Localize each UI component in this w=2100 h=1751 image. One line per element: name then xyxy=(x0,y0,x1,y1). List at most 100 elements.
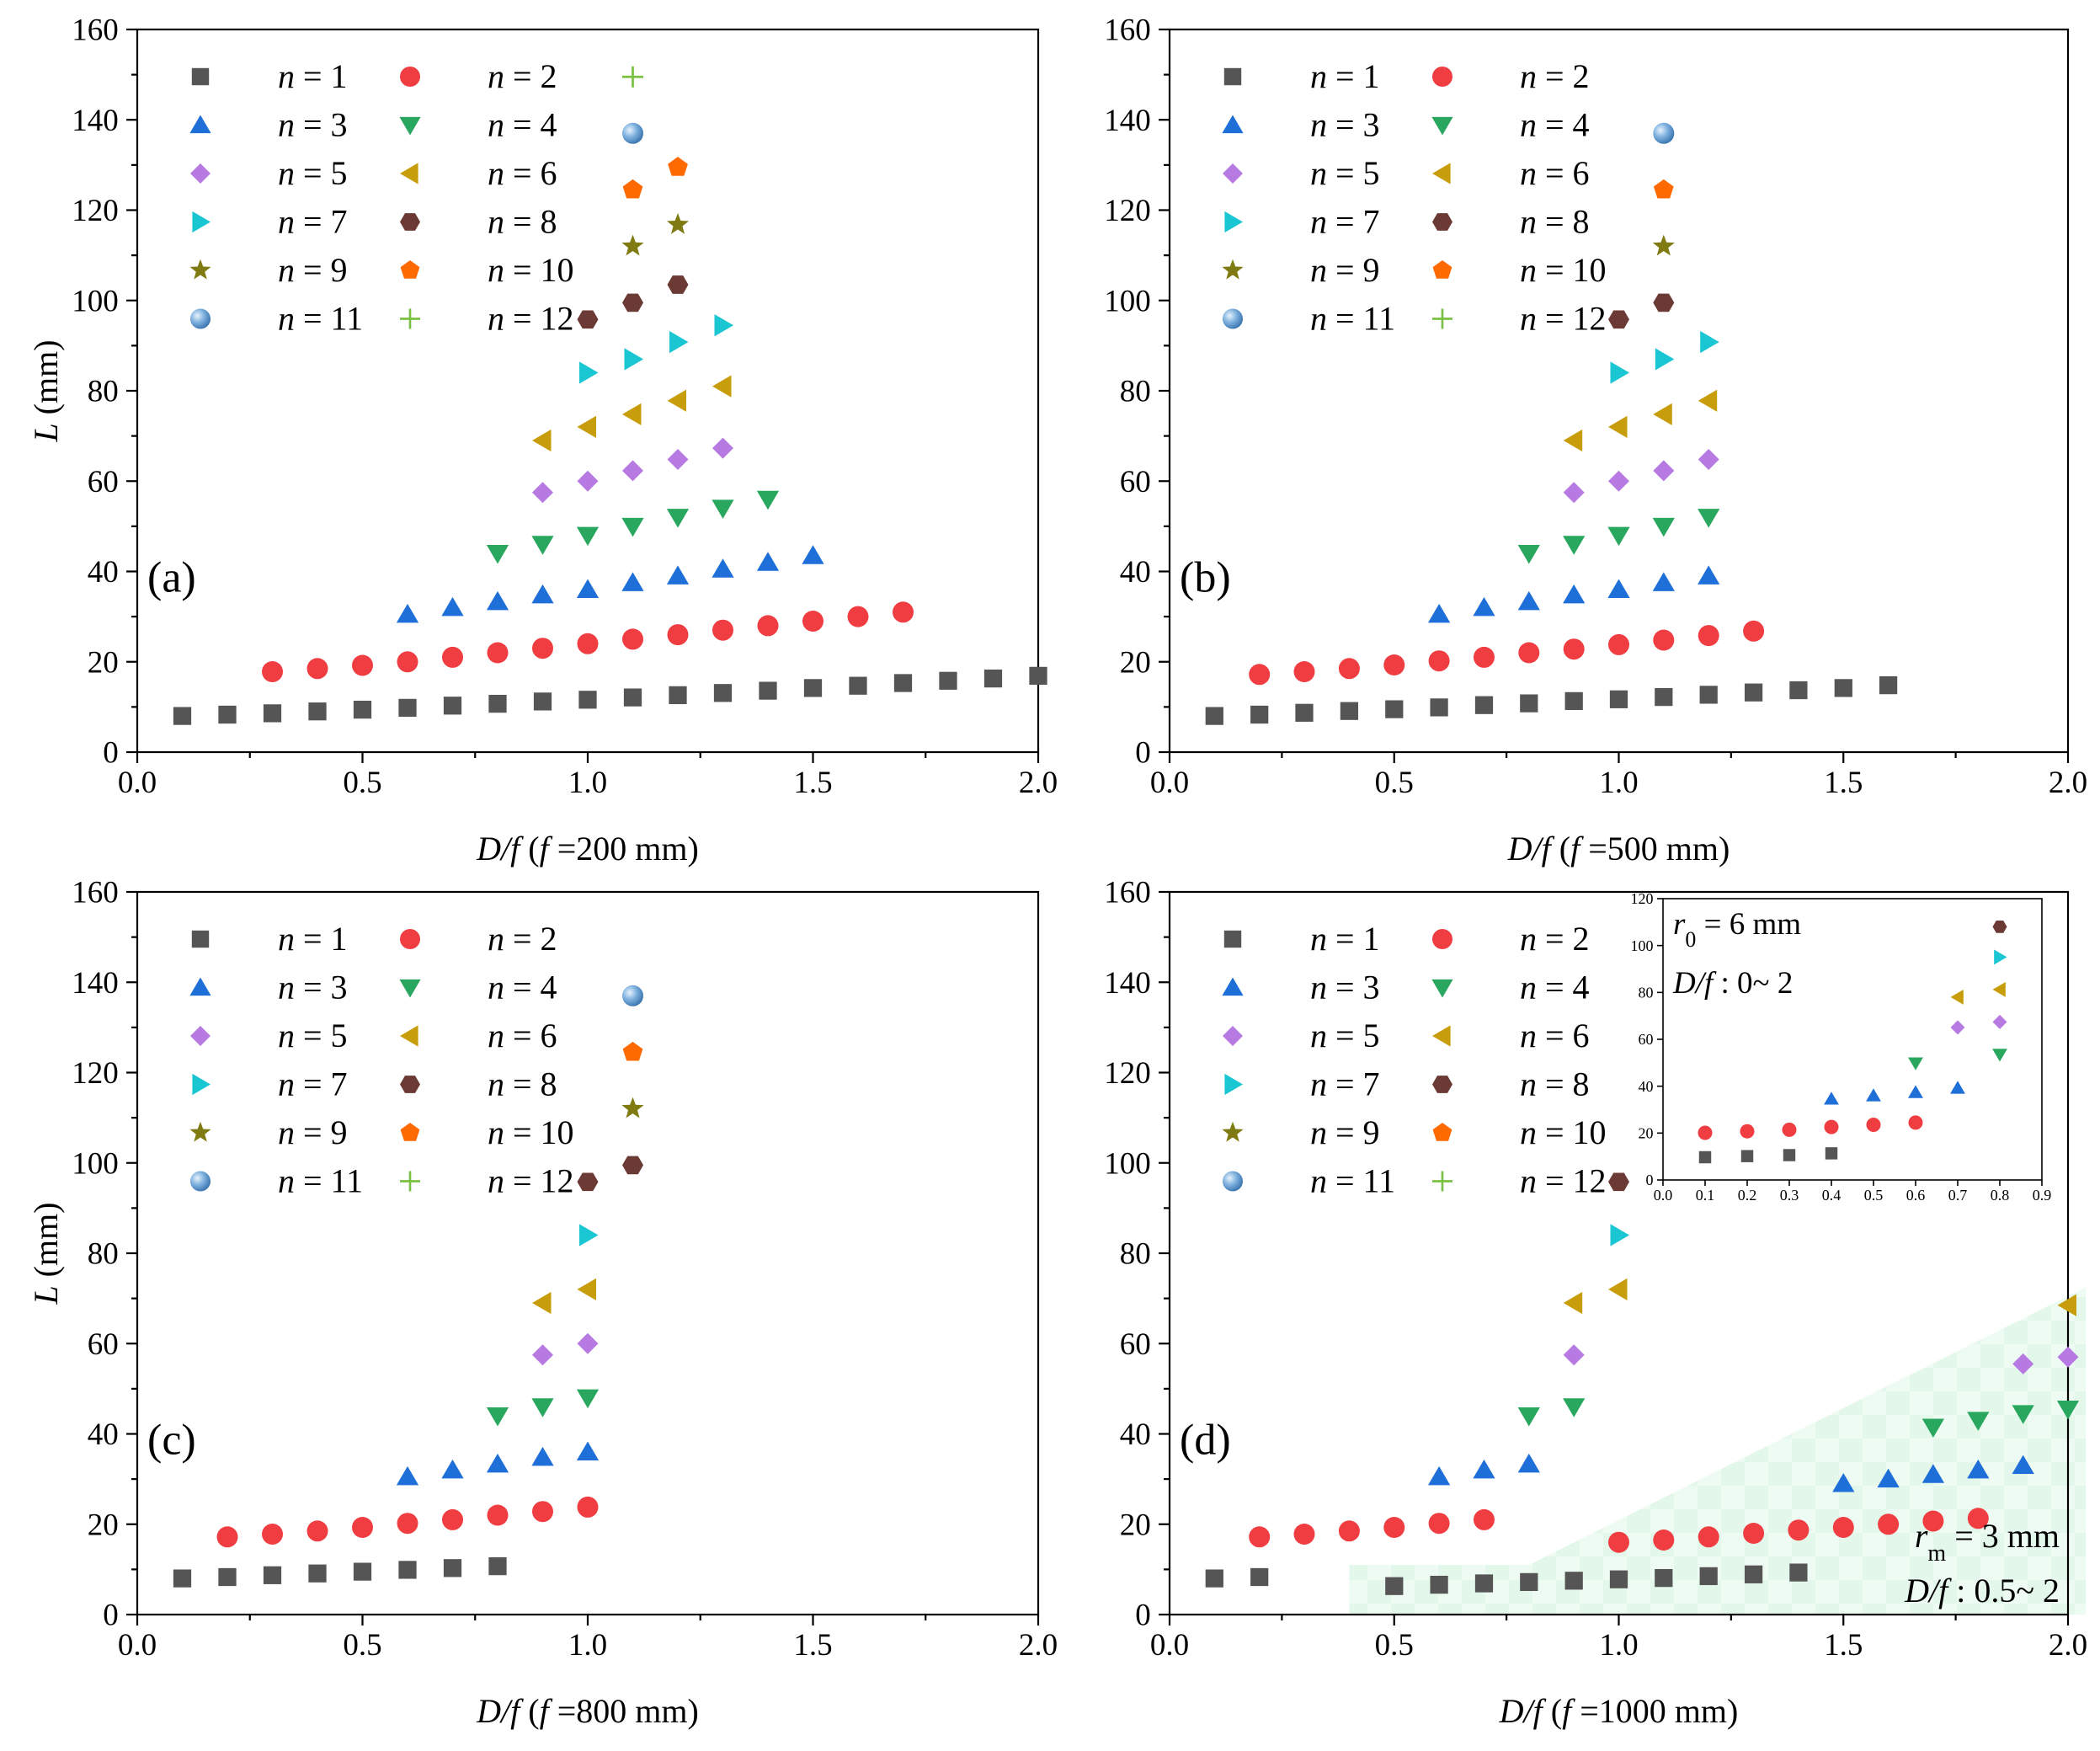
legend-marker xyxy=(192,1073,211,1096)
y-axis-label: L (mm) xyxy=(27,339,65,442)
data-point-n5 xyxy=(577,470,599,492)
data-point-n2-shape xyxy=(1563,638,1585,660)
legend-label: n = 8 xyxy=(1520,203,1590,241)
data-point-n6 xyxy=(1653,403,1672,426)
legend-marker xyxy=(1222,1121,1244,1142)
legend-marker xyxy=(191,930,210,948)
data-point-n1 xyxy=(398,1561,417,1579)
data-point-n1 xyxy=(1474,1574,1494,1593)
data-point-n2-shape xyxy=(1338,1520,1360,1542)
inset-point-n6-shape xyxy=(1992,981,2006,997)
legend-label-part: = 12 xyxy=(504,1162,574,1200)
data-point-n7-shape xyxy=(1700,330,1719,354)
legend-label: n = 7 xyxy=(1310,1065,1380,1103)
data-point-n5-shape xyxy=(532,1344,553,1366)
data-point-n8-shape xyxy=(622,293,643,312)
legend-label-part: n xyxy=(278,203,295,241)
legend-item-n7: n = 7 xyxy=(192,1065,348,1103)
data-point-n9-shape xyxy=(621,1097,644,1118)
data-point-n1-shape xyxy=(308,1564,327,1583)
legend-item-n3: n = 3 xyxy=(189,106,348,144)
legend-label: n = 11 xyxy=(278,1162,363,1200)
data-point-n2-shape xyxy=(1474,1508,1495,1530)
data-point-n1 xyxy=(488,694,507,713)
legend-label-part: = 9 xyxy=(1327,1113,1380,1151)
inset-point-n4-shape xyxy=(1992,1049,2007,1062)
data-point-n7 xyxy=(1610,361,1629,384)
data-point-n1 xyxy=(308,1564,327,1583)
x-tick-label: 0.0 xyxy=(118,766,157,800)
legend-label: n = 2 xyxy=(488,920,557,958)
legend-marker-shape xyxy=(1431,979,1453,998)
inset-point-n8 xyxy=(1992,921,2007,933)
x-axis-label-part: ( xyxy=(520,830,539,867)
data-point-n1 xyxy=(1744,1565,1763,1583)
data-point-n4-shape xyxy=(712,499,734,519)
legend-label: n = 6 xyxy=(488,154,557,192)
data-point-n6-shape xyxy=(1608,1278,1628,1301)
data-point-n8-shape xyxy=(1653,293,1675,312)
data-point-n7-shape xyxy=(1655,348,1675,371)
y-tick-label: 120 xyxy=(1631,890,1654,907)
y-tick-label: 160 xyxy=(72,876,119,910)
legend-label-part: n xyxy=(488,57,504,95)
data-point-n3 xyxy=(1652,572,1675,591)
data-point-n2-shape xyxy=(757,615,779,637)
legend-label-part: = 6 xyxy=(504,1017,557,1054)
legend-label: n = 10 xyxy=(1520,1113,1607,1151)
data-point-n2-shape xyxy=(1249,1526,1271,1548)
data-point-n2 xyxy=(352,1517,373,1538)
data-point-n8 xyxy=(667,275,689,294)
legend-label-part: n xyxy=(1520,300,1537,338)
data-point-n6 xyxy=(1563,429,1583,452)
legend-marker-shape xyxy=(191,930,210,948)
data-point-n5-shape xyxy=(1563,482,1585,504)
legend-label: n = 1 xyxy=(278,920,348,958)
data-point-n1-shape xyxy=(1789,1563,1808,1582)
legend-marker-shape xyxy=(1224,1073,1243,1096)
legend-marker xyxy=(1224,1073,1243,1096)
x-tick-label: 0.4 xyxy=(1822,1187,1841,1204)
legend-marker-shape xyxy=(1432,1076,1452,1093)
data-point-n2-shape xyxy=(577,633,599,654)
legend-label: n = 3 xyxy=(278,106,348,144)
data-point-n1-shape xyxy=(1609,690,1628,708)
data-point-n4 xyxy=(1517,1407,1540,1427)
legend-label-part: = 3 xyxy=(1327,969,1380,1006)
data-point-n2-shape xyxy=(1743,1523,1765,1544)
legend-label-part: n xyxy=(1310,969,1327,1006)
legend-label-part: = 12 xyxy=(1537,300,1607,338)
data-point-n1 xyxy=(1789,681,1808,700)
data-point-n3-shape xyxy=(1607,579,1630,598)
data-point-n4-shape xyxy=(2012,1405,2034,1424)
data-point-n7-shape xyxy=(714,314,733,337)
data-point-n1 xyxy=(488,1556,507,1576)
legend-marker-shape xyxy=(400,929,420,949)
data-point-n1 xyxy=(1564,691,1583,711)
data-point-n1 xyxy=(398,698,417,718)
data-point-n3-shape xyxy=(576,1441,600,1460)
data-point-n3 xyxy=(1832,1473,1855,1492)
x-tick-label: 0.5 xyxy=(1375,1628,1414,1663)
x-tick-label: 0.6 xyxy=(1906,1187,1926,1204)
legend-marker-shape xyxy=(400,1025,418,1047)
legend-label: n = 2 xyxy=(1520,920,1590,958)
data-point-n3-shape xyxy=(2012,1455,2034,1474)
legend-marker-shape xyxy=(1223,1171,1243,1192)
data-point-n3 xyxy=(712,558,734,578)
data-point-n12 xyxy=(622,66,643,88)
x-axis-label-part: D/f xyxy=(1499,1692,1547,1730)
legend-item-n8: n = 8 xyxy=(400,1065,557,1103)
data-point-n1-shape xyxy=(1340,702,1359,720)
legend-item-n4: n = 4 xyxy=(1431,106,1590,144)
data-point-n5-shape xyxy=(667,449,689,470)
legend-label: n = 10 xyxy=(488,251,574,289)
legend-label-part: n xyxy=(1520,1162,1537,1200)
legend-label-part: = 6 xyxy=(1537,1017,1590,1054)
y-axis-label: L (mm) xyxy=(27,1202,65,1305)
legend-item-n9: n = 9 xyxy=(189,1113,348,1151)
legend-marker xyxy=(399,979,421,998)
data-point-n4 xyxy=(486,1407,509,1427)
